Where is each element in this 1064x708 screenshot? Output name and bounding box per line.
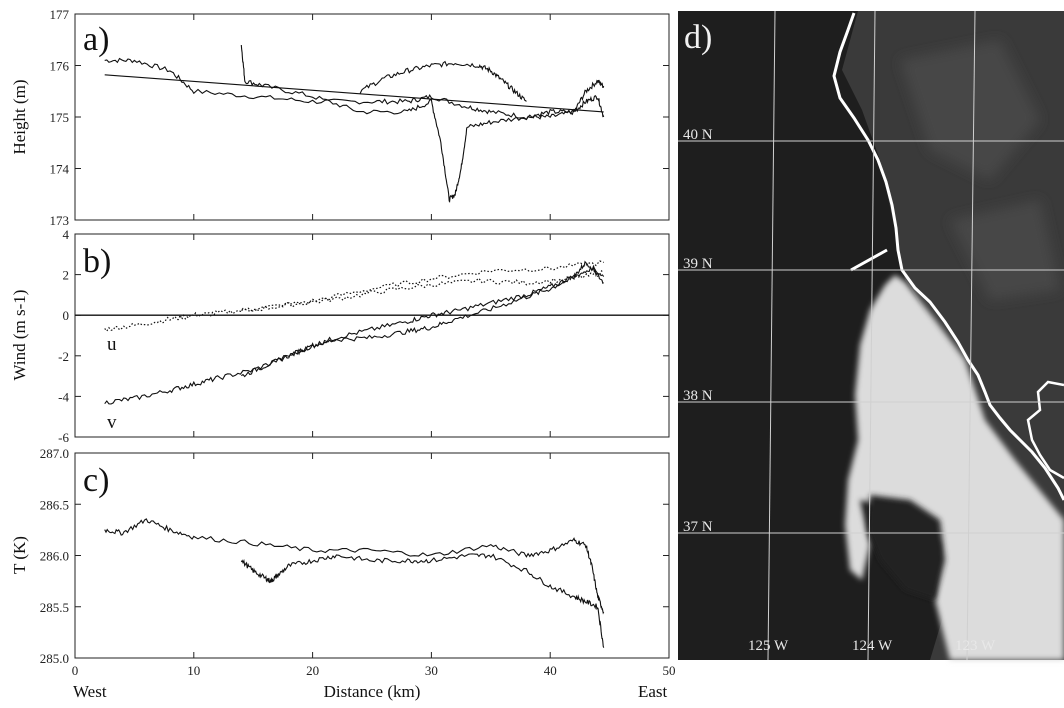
x-axis-east-label: East	[638, 682, 668, 701]
lon-label-125: 125 W	[748, 638, 789, 654]
annotation-v: v	[107, 412, 117, 433]
y-tick-label: 175	[50, 110, 70, 125]
panel-b-label: b)	[83, 243, 111, 280]
y-tick-label: 4	[63, 227, 70, 242]
lon-line-125	[767, 10, 776, 661]
annotation-u: u	[107, 334, 117, 355]
y-tick-label: 285.0	[40, 651, 69, 666]
y-tick-label: 176	[50, 59, 70, 74]
lon-line-124	[867, 10, 876, 661]
y-tick-label: -6	[58, 430, 69, 445]
panel-b-ylabel: Wind (m s-1)	[10, 290, 29, 381]
y-tick-label: 286.0	[40, 549, 69, 564]
x-axis-label: Distance (km)	[324, 682, 421, 701]
panel-c-frame	[74, 452, 670, 659]
x-tick-label: 40	[544, 663, 557, 678]
flight-track	[850, 248, 888, 272]
lon-label-123: 123 W	[955, 638, 996, 654]
panel-a-series-3	[104, 74, 604, 113]
lat-label-40: 40 N	[683, 127, 713, 143]
data-layer	[104, 44, 605, 648]
land-texture	[900, 40, 1060, 300]
y-tick-label: 173	[50, 213, 70, 228]
lon-label-124: 124 W	[852, 638, 893, 654]
lat-label-38: 38 N	[683, 388, 713, 404]
panel-a-label: a)	[83, 21, 109, 58]
coastline	[832, 12, 1064, 501]
y-tick-label: 177	[50, 7, 70, 22]
y-tick-label: 287.0	[40, 446, 69, 461]
panel-c-label: c)	[83, 462, 109, 499]
y-tick-label: 285.5	[40, 600, 69, 615]
x-tick-label: 10	[187, 663, 200, 678]
lon-line-123	[966, 10, 976, 661]
map-panel: 40 N 39 N 38 N 37 N 125 W 124 W 123 W d)	[678, 10, 1064, 661]
panel-b-series-3-v	[241, 265, 604, 378]
y-tick-label: 0	[63, 308, 70, 323]
panel-c-series-1	[240, 553, 605, 648]
fog-stratus-area	[845, 275, 1064, 660]
y-tick-label: -4	[58, 389, 69, 404]
lat-label-37: 37 N	[683, 519, 713, 535]
panel-a-series-0	[104, 57, 605, 121]
panel-b-series-2-v	[104, 260, 605, 405]
panel-b-frame	[74, 233, 670, 438]
x-tick-label: 30	[425, 663, 438, 678]
lat-label-39: 39 N	[683, 256, 713, 272]
y-tick-label: -2	[58, 349, 69, 364]
y-tick-label: 2	[63, 268, 70, 283]
panel-c-ylabel: T (K)	[10, 536, 29, 574]
panel-a-series-2	[359, 60, 527, 102]
x-tick-label: 20	[306, 663, 319, 678]
x-axis-west-label: West	[73, 682, 107, 701]
panel-b-series-0-u	[104, 260, 604, 333]
panel-a-frame	[74, 13, 670, 221]
panel-c-series-0	[104, 518, 605, 615]
y-tick-label: 174	[50, 162, 70, 177]
panel-a-series-1	[240, 44, 605, 203]
x-tick-label: 50	[663, 663, 676, 678]
axes-layer: 173 174 175 176 177 -6 -4 -2 0 2 4 285.0 285.5 286.0 2…	[40, 7, 676, 678]
panel-a-ylabel: Height (m)	[10, 79, 29, 154]
panel-d-label: d)	[684, 19, 712, 56]
x-tick-label: 0	[72, 663, 79, 678]
bay-outline	[1026, 380, 1064, 480]
y-tick-label: 286.5	[40, 497, 69, 512]
fog-dark-pocket	[868, 495, 945, 600]
